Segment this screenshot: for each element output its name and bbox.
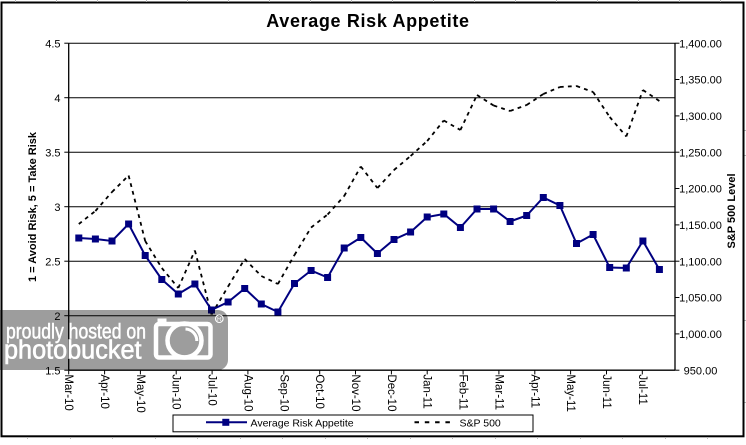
- svg-text:R: R: [217, 316, 222, 323]
- svg-text:photobucket: photobucket: [4, 337, 142, 365]
